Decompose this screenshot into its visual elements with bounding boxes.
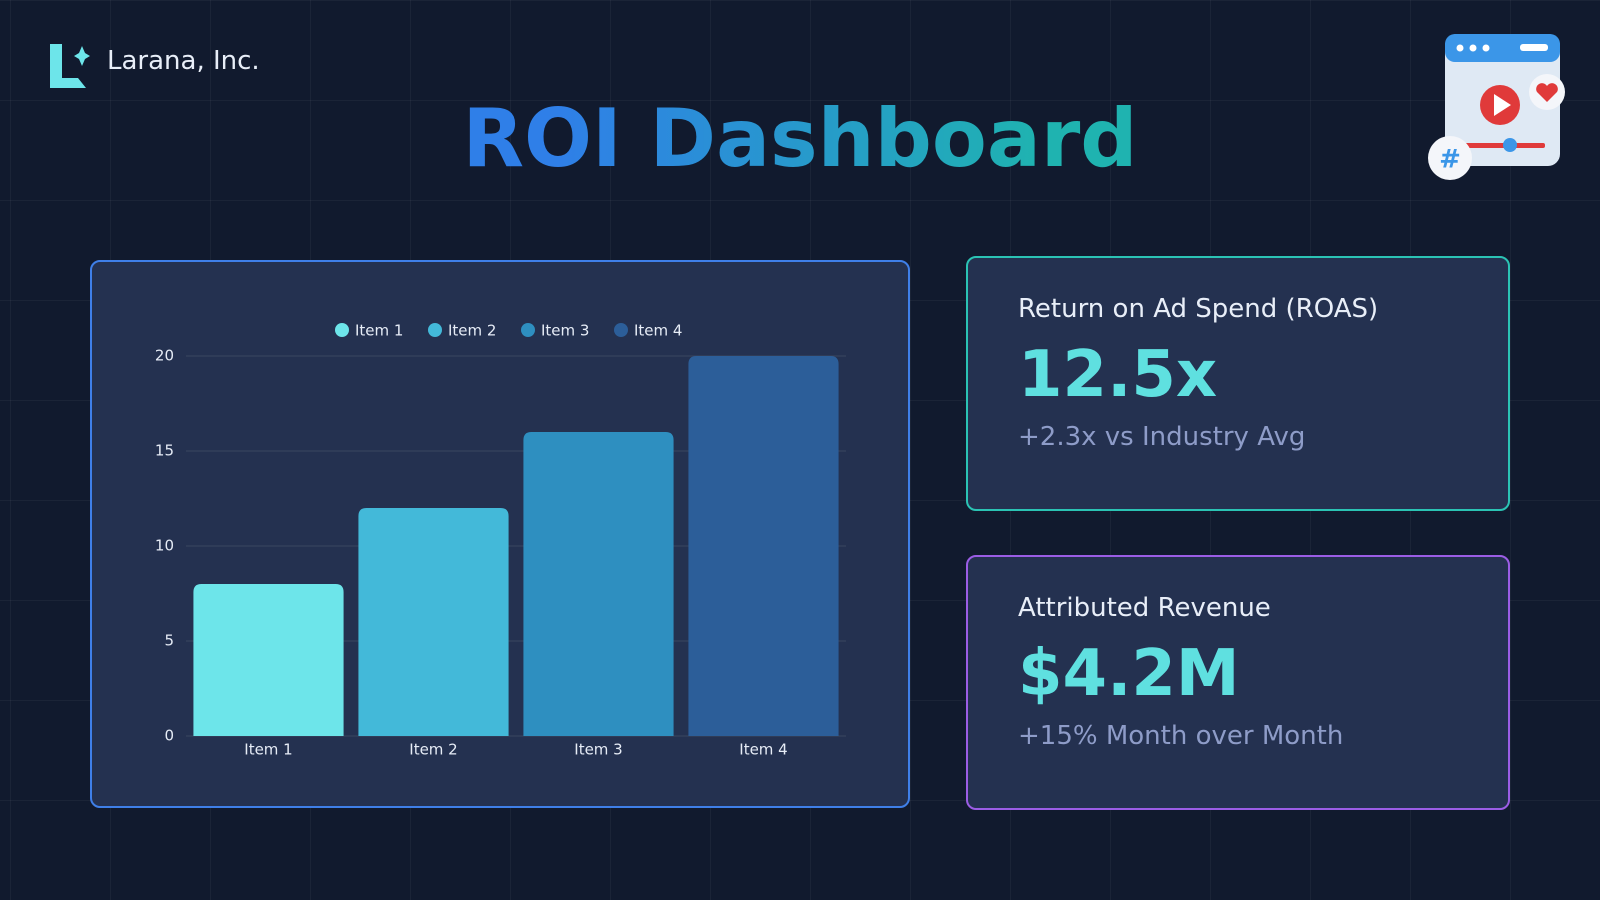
y-tick-label: 15 <box>155 442 174 460</box>
legend-label: Item 1 <box>355 322 403 340</box>
legend-label: Item 2 <box>448 322 496 340</box>
chart: 0 5 10 15 20 Item 1 Item 2 Item 3 Item 4 Item 1 It… <box>155 322 846 759</box>
y-tick-label: 5 <box>164 632 174 650</box>
x-tick-label: Item 4 <box>739 741 787 759</box>
logo <box>50 44 90 88</box>
legend-marker <box>521 323 535 337</box>
chart-panel: 0 5 10 15 20 Item 1 Item 2 Item 3 Item 4 Item 1 It… <box>90 260 910 808</box>
kpi-label: Return on Ad Spend (ROAS) <box>1018 294 1379 324</box>
y-tick-label: 10 <box>155 537 174 555</box>
legend-marker <box>335 323 349 337</box>
legend-marker <box>614 323 628 337</box>
legend-label: Item 4 <box>634 322 682 340</box>
x-tick-label: Item 1 <box>244 741 292 759</box>
kpi-note: +2.3x vs Industry Avg <box>1018 422 1306 452</box>
icon: # <box>1428 34 1565 180</box>
y-tick-label: 20 <box>155 347 174 365</box>
kpi-card: Attributed Revenue $4.2M +15% Month over… <box>966 555 1510 810</box>
bar <box>358 508 509 736</box>
svg-text:#: # <box>1439 145 1461 175</box>
legend-marker <box>428 323 442 337</box>
bar <box>523 432 674 736</box>
bar <box>688 356 839 736</box>
y-tick-label: 0 <box>164 727 174 745</box>
x-tick-label: Item 2 <box>409 741 457 759</box>
bar <box>193 584 344 736</box>
kpi-note: +15% Month over Month <box>1018 721 1344 751</box>
title: ROI Dashboard <box>0 92 1600 185</box>
kpi-card: Return on Ad Spend (ROAS) 12.5x +2.3x vs… <box>966 256 1510 511</box>
kpi-label: Attributed Revenue <box>1018 593 1271 623</box>
brand: Larana, Inc. <box>107 46 260 76</box>
kpi-value: 12.5x <box>1018 338 1218 412</box>
legend-label: Item 3 <box>541 322 589 340</box>
x-tick-label: Item 3 <box>574 741 622 759</box>
kpi-value: $4.2M <box>1018 637 1240 711</box>
